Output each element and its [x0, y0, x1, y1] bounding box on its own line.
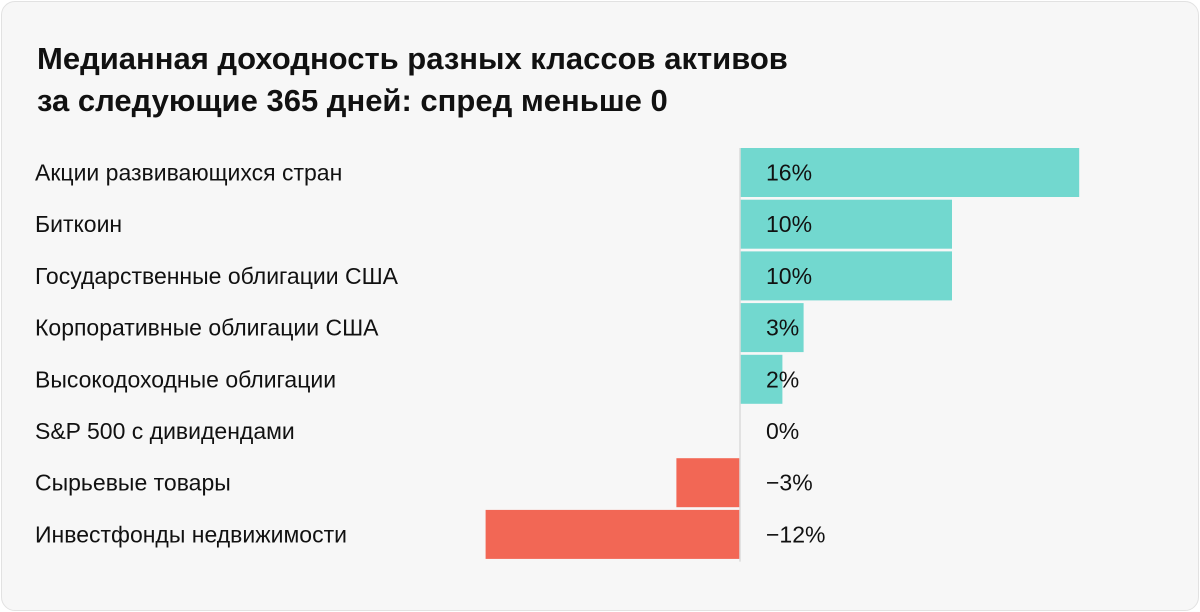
bar — [740, 303, 804, 353]
category-label: Высокодоходные облигации — [35, 366, 336, 392]
category-label: Сырьевые товары — [35, 470, 231, 496]
category-label: Биткоин — [35, 211, 122, 237]
bar — [676, 458, 740, 508]
value-label: 16% — [766, 160, 812, 186]
category-label: Инвестфонды недвижимости — [35, 521, 347, 547]
bar — [485, 509, 740, 559]
title-line-2: за следующие 365 дней: спред меньше 0 — [37, 83, 668, 118]
value-label: −12% — [766, 521, 825, 547]
category-label: Государственные облигации США — [35, 263, 399, 289]
value-label: 10% — [766, 263, 812, 289]
bar — [740, 148, 1080, 197]
chart-title: Медианная доходность разных классов акти… — [37, 38, 788, 122]
bar — [740, 199, 952, 249]
bar — [740, 354, 783, 404]
bar — [740, 251, 952, 301]
category-label: Акции развивающихся стран — [35, 160, 342, 186]
category-label: S&P 500 с дивидендами — [35, 418, 295, 444]
category-label: Корпоративные облигации США — [35, 315, 379, 341]
value-label: 10% — [766, 211, 812, 237]
title-line-1: Медианная доходность разных классов акти… — [37, 41, 788, 76]
value-label: 2% — [766, 366, 799, 392]
value-label: 3% — [766, 315, 799, 341]
value-label: −3% — [766, 470, 813, 496]
value-label: 0% — [766, 418, 799, 444]
